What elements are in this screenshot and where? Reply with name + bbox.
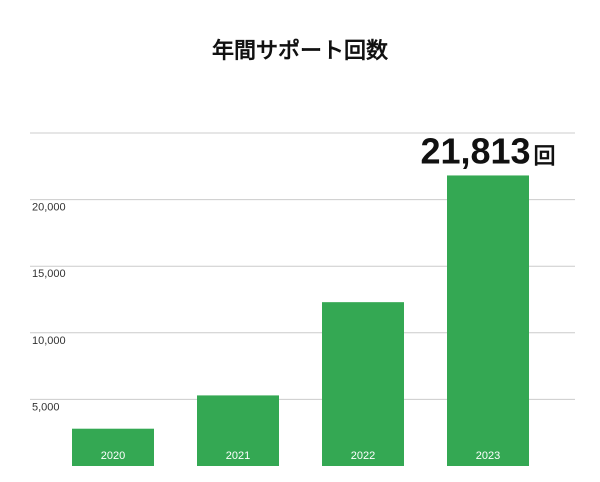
y-axis-tick-labels: 5,000 10,000 15,000 20,000 — [32, 202, 66, 414]
category-label: 2021 — [226, 450, 250, 462]
category-label: 2020 — [101, 450, 125, 462]
callout-value: 21,813 — [420, 130, 530, 171]
y-tick-label: 5,000 — [32, 401, 60, 413]
bar-2022 — [322, 302, 404, 466]
bar-2023 — [447, 175, 529, 466]
category-label: 2022 — [351, 450, 375, 462]
bar-2021 — [197, 395, 279, 466]
y-tick-label: 15,000 — [32, 268, 66, 280]
callout-unit: 回 — [534, 144, 556, 169]
category-labels: 2020 2021 2022 2023 — [101, 450, 500, 462]
chart-title: 年間サポート回数 — [212, 38, 389, 64]
value-callout: 21,813 回 — [420, 130, 555, 171]
y-tick-label: 10,000 — [32, 335, 66, 347]
y-tick-label: 20,000 — [32, 202, 66, 214]
category-label: 2023 — [476, 450, 500, 462]
bars — [72, 175, 529, 466]
bar-2020 — [72, 428, 154, 466]
